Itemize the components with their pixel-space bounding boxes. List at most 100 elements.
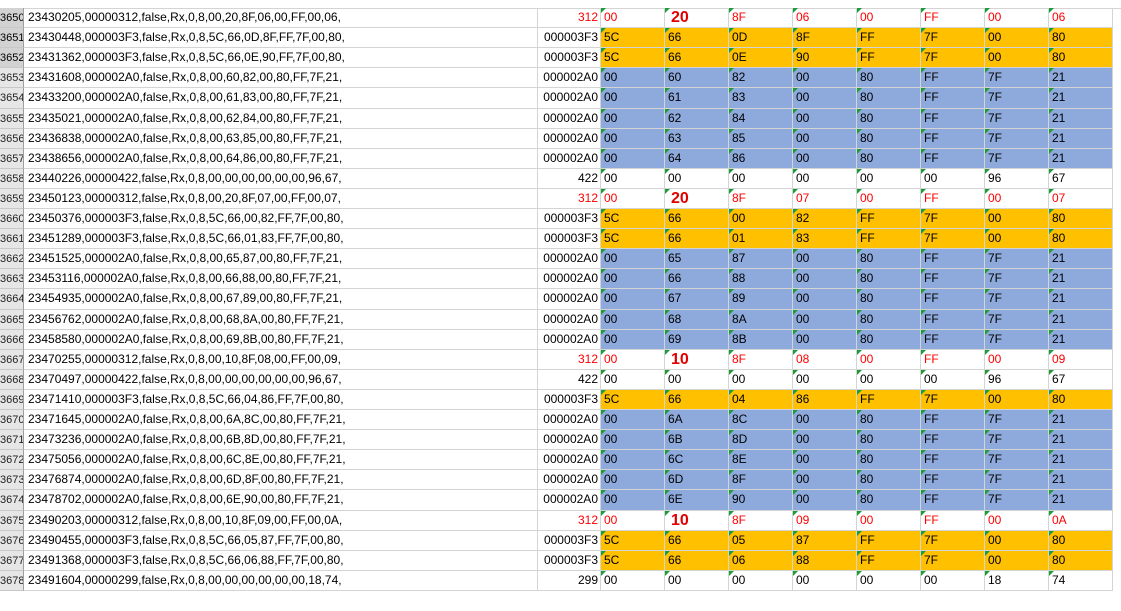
can-id-cell[interactable]: 422	[538, 370, 601, 390]
byte-cell-1[interactable]: 62	[665, 109, 729, 129]
raw-frame-cell[interactable]: 23471410,000003F3,false,Rx,0,8,5C,66,04,…	[24, 390, 538, 410]
byte-cell-3[interactable]: 87	[793, 531, 857, 551]
byte-cell-4[interactable]: 00	[857, 511, 921, 531]
can-id-cell[interactable]: 000002A0	[538, 109, 601, 129]
byte-cell-0[interactable]: 5C	[601, 209, 665, 229]
can-id-cell[interactable]: 000002A0	[538, 149, 601, 169]
can-id-cell[interactable]: 312	[538, 8, 601, 28]
byte-cell-7[interactable]: 21	[1049, 490, 1113, 511]
byte-cell-0[interactable]: 00	[601, 511, 665, 531]
byte-cell-6[interactable]: 7F	[985, 410, 1049, 430]
byte-cell-3[interactable]: 07	[793, 189, 857, 209]
can-id-cell[interactable]: 422	[538, 169, 601, 189]
byte-cell-5[interactable]: 00	[921, 571, 985, 591]
byte-cell-7[interactable]: 06	[1049, 8, 1113, 28]
row-header[interactable]: 3656	[0, 129, 24, 149]
byte-cell-0[interactable]: 5C	[601, 390, 665, 410]
byte-cell-4[interactable]: 00	[857, 189, 921, 209]
byte-cell-7[interactable]: 21	[1049, 430, 1113, 450]
byte-cell-2[interactable]: 8F	[729, 350, 793, 370]
byte-cell-1[interactable]: 69	[665, 330, 729, 350]
row-header[interactable]: 3658	[0, 169, 24, 189]
row-header[interactable]: 3662	[0, 249, 24, 269]
byte-cell-3[interactable]: 00	[793, 490, 857, 511]
byte-cell-0[interactable]: 5C	[601, 551, 665, 571]
byte-cell-2[interactable]: 8F	[729, 470, 793, 490]
can-id-cell[interactable]: 000003F3	[538, 551, 601, 571]
can-id-cell[interactable]: 299	[538, 571, 601, 591]
row-header[interactable]: 3668	[0, 370, 24, 390]
byte-cell-2[interactable]: 83	[729, 88, 793, 109]
byte-cell-1[interactable]: 66	[665, 551, 729, 571]
can-id-cell[interactable]: 000002A0	[538, 269, 601, 289]
byte-cell-2[interactable]: 05	[729, 531, 793, 551]
row-header[interactable]: 3677	[0, 551, 24, 571]
byte-cell-7[interactable]: 80	[1049, 551, 1113, 571]
byte-cell-6[interactable]: 7F	[985, 289, 1049, 310]
row-header[interactable]: 3654	[0, 88, 24, 109]
byte-cell-4[interactable]: 80	[857, 490, 921, 511]
byte-cell-7[interactable]: 80	[1049, 48, 1113, 68]
byte-cell-0[interactable]: 00	[601, 169, 665, 189]
byte-cell-0[interactable]: 00	[601, 490, 665, 511]
byte-cell-1[interactable]: 10	[665, 350, 729, 370]
byte-cell-7[interactable]: 21	[1049, 410, 1113, 430]
can-id-cell[interactable]: 000003F3	[538, 390, 601, 410]
byte-cell-6[interactable]: 00	[985, 229, 1049, 249]
byte-cell-3[interactable]: 00	[793, 88, 857, 109]
byte-cell-3[interactable]: 00	[793, 370, 857, 390]
byte-cell-4[interactable]: FF	[857, 229, 921, 249]
byte-cell-1[interactable]: 63	[665, 129, 729, 149]
byte-cell-6[interactable]: 7F	[985, 149, 1049, 169]
byte-cell-6[interactable]: 7F	[985, 68, 1049, 88]
byte-cell-4[interactable]: 80	[857, 450, 921, 470]
byte-cell-6[interactable]: 7F	[985, 330, 1049, 350]
byte-cell-2[interactable]: 8F	[729, 8, 793, 28]
byte-cell-0[interactable]: 00	[601, 470, 665, 490]
byte-cell-6[interactable]: 7F	[985, 88, 1049, 109]
can-id-cell[interactable]: 000003F3	[538, 209, 601, 229]
byte-cell-0[interactable]: 00	[601, 370, 665, 390]
byte-cell-6[interactable]: 96	[985, 169, 1049, 189]
byte-cell-1[interactable]: 20	[665, 8, 729, 28]
can-id-cell[interactable]: 000002A0	[538, 68, 601, 88]
byte-cell-7[interactable]: 80	[1049, 229, 1113, 249]
byte-cell-4[interactable]: 80	[857, 269, 921, 289]
can-id-cell[interactable]: 000002A0	[538, 490, 601, 511]
can-id-cell[interactable]: 000003F3	[538, 531, 601, 551]
raw-frame-cell[interactable]: 23458580,000002A0,false,Rx,0,8,00,69,8B,…	[24, 330, 538, 350]
byte-cell-1[interactable]: 66	[665, 390, 729, 410]
byte-cell-2[interactable]: 00	[729, 571, 793, 591]
byte-cell-6[interactable]: 00	[985, 189, 1049, 209]
byte-cell-3[interactable]: 00	[793, 289, 857, 310]
byte-cell-3[interactable]: 00	[793, 109, 857, 129]
byte-cell-0[interactable]: 5C	[601, 531, 665, 551]
byte-cell-2[interactable]: 8A	[729, 310, 793, 330]
byte-cell-0[interactable]: 5C	[601, 28, 665, 48]
byte-cell-1[interactable]: 00	[665, 571, 729, 591]
byte-cell-6[interactable]: 00	[985, 511, 1049, 531]
byte-cell-3[interactable]: 00	[793, 249, 857, 269]
byte-cell-2[interactable]: 88	[729, 269, 793, 289]
byte-cell-5[interactable]: 00	[921, 169, 985, 189]
byte-cell-4[interactable]: FF	[857, 209, 921, 229]
byte-cell-2[interactable]: 0E	[729, 48, 793, 68]
raw-frame-cell[interactable]: 23454935,000002A0,false,Rx,0,8,00,67,89,…	[24, 289, 538, 310]
byte-cell-4[interactable]: 80	[857, 410, 921, 430]
byte-cell-4[interactable]: 00	[857, 8, 921, 28]
byte-cell-3[interactable]: 00	[793, 430, 857, 450]
byte-cell-7[interactable]: 07	[1049, 189, 1113, 209]
byte-cell-0[interactable]: 00	[601, 571, 665, 591]
byte-cell-3[interactable]: 00	[793, 410, 857, 430]
byte-cell-4[interactable]: FF	[857, 390, 921, 410]
byte-cell-7[interactable]: 21	[1049, 330, 1113, 350]
byte-cell-2[interactable]: 87	[729, 249, 793, 269]
can-id-cell[interactable]: 312	[538, 189, 601, 209]
raw-frame-cell[interactable]: 23433200,000002A0,false,Rx,0,8,00,61,83,…	[24, 88, 538, 109]
byte-cell-5[interactable]: FF	[921, 8, 985, 28]
byte-cell-0[interactable]: 00	[601, 430, 665, 450]
row-header[interactable]: 3670	[0, 410, 24, 430]
byte-cell-4[interactable]: FF	[857, 551, 921, 571]
byte-cell-6[interactable]: 7F	[985, 109, 1049, 129]
raw-frame-cell[interactable]: 23431362,000003F3,false,Rx,0,8,5C,66,0E,…	[24, 48, 538, 68]
